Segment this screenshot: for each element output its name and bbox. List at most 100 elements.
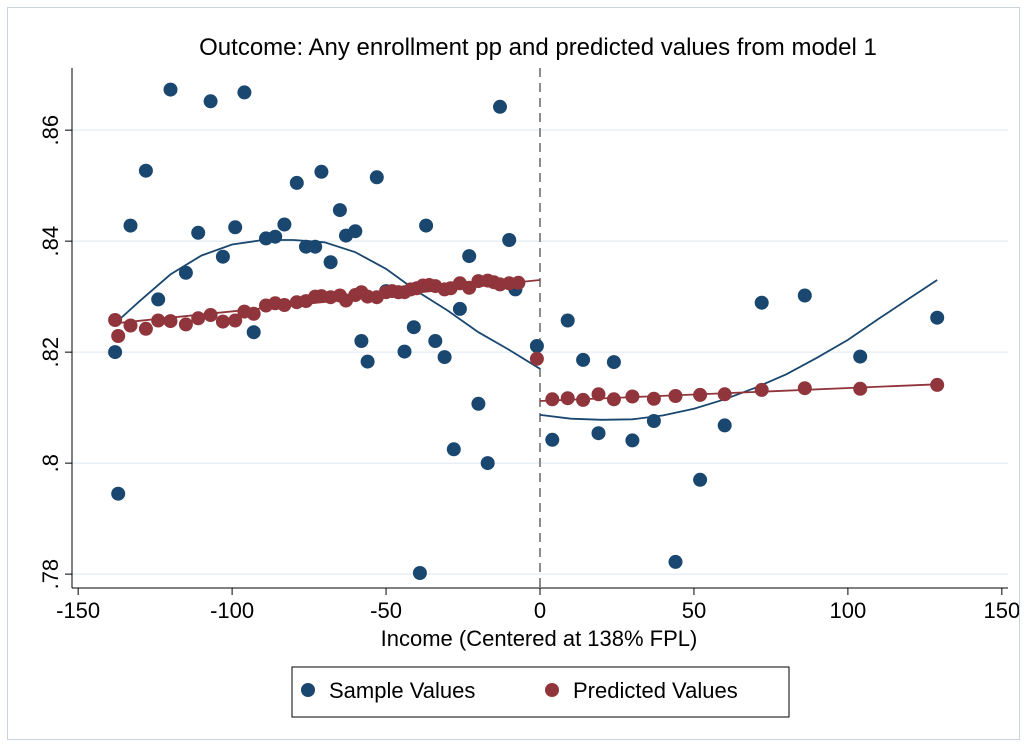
predicted-point [529, 351, 544, 366]
predicted-point [797, 381, 812, 396]
sample-point [717, 418, 732, 433]
sample-point [323, 255, 338, 270]
y-tick-label: .84 [38, 226, 63, 257]
legend-box [291, 666, 790, 718]
predicted-point [191, 311, 206, 326]
sample-point [693, 472, 708, 487]
sample-point [151, 292, 166, 307]
predicted-point [576, 392, 591, 407]
predicted-point [754, 382, 769, 397]
x-tick-label: -50 [370, 598, 402, 623]
predicted-point [717, 387, 732, 402]
sample-point [412, 566, 427, 580]
legend-marker-sample [301, 683, 315, 697]
predicted-point [111, 329, 126, 343]
sample-point [138, 163, 153, 178]
sample-point [111, 486, 126, 501]
legend-label-sample: Sample Values [329, 678, 475, 703]
sample-point [268, 229, 283, 244]
scatter-chart: Outcome: Any enrollment pp and predicted… [38, 34, 1020, 718]
sample-point [493, 99, 507, 114]
y-tick-label: .78 [38, 559, 63, 590]
sample-point [406, 320, 421, 335]
predicted-point [108, 313, 123, 327]
sample-point [360, 354, 375, 369]
sample-point [668, 554, 683, 569]
sample-point [428, 334, 443, 348]
predicted-point [668, 389, 683, 403]
sample-point [215, 249, 230, 264]
sample-point [191, 225, 206, 240]
sample-point [437, 350, 452, 365]
x-tick-label: 50 [682, 598, 706, 623]
sample-point [606, 355, 621, 370]
sample-point [754, 295, 769, 310]
sample-point [277, 217, 292, 232]
legend-label-predicted: Predicted Values [573, 678, 738, 703]
predicted-point [138, 321, 153, 336]
y-tick-label: .8 [38, 454, 63, 472]
sample-point [797, 288, 812, 303]
predicted-point [163, 314, 178, 329]
sample-point [237, 85, 252, 100]
sample-point [471, 396, 486, 411]
y-tick-label: .86 [38, 115, 63, 146]
predicted-point [693, 387, 708, 402]
fit-line-right [539, 383, 938, 402]
fit-lines [114, 239, 938, 421]
sample-point [246, 325, 261, 340]
sample-point [452, 301, 467, 316]
predicted-point [606, 392, 621, 407]
predicted-point [151, 313, 166, 328]
sample-point [308, 239, 323, 254]
data-points [108, 82, 945, 580]
predicted-point [246, 306, 261, 321]
y-tick-label: .82 [38, 337, 63, 368]
predicted-point [277, 298, 292, 312]
sample-point [203, 94, 218, 109]
predicted-point [560, 391, 575, 406]
sample-point [560, 313, 575, 328]
sample-point [178, 265, 193, 280]
sample-point [545, 432, 560, 447]
sample-point [446, 442, 461, 457]
sample-point [332, 203, 347, 218]
predicted-point [511, 275, 526, 290]
sample-point [289, 175, 304, 190]
sample-point [228, 220, 243, 235]
sample-point [591, 426, 606, 441]
sample-point [108, 345, 123, 360]
sample-point [853, 349, 868, 364]
sample-point [354, 334, 369, 348]
sample-point [480, 456, 495, 471]
sample-point [397, 344, 412, 359]
sample-point [646, 414, 661, 428]
predicted-point [178, 317, 193, 332]
x-tick-label: -100 [210, 598, 254, 623]
predicted-point [215, 314, 230, 329]
predicted-point [853, 381, 868, 396]
chart-title: Outcome: Any enrollment pp and predicted… [199, 34, 877, 61]
legend: Sample Values Predicted Values [291, 666, 790, 718]
sample-point [930, 310, 945, 325]
predicted-point [930, 377, 945, 392]
x-tick-label: -150 [56, 598, 100, 623]
sample-point [369, 170, 384, 185]
x-tick-label: 0 [534, 598, 546, 623]
predicted-point [203, 308, 218, 322]
legend-marker-predicted [545, 683, 559, 697]
predicted-point [646, 391, 661, 406]
sample-point [419, 218, 434, 233]
axes: .78 .8 .82 .84 .86 -150 -100 -50 0 50 100 150 [38, 68, 1020, 623]
x-tick-label: 150 [983, 598, 1019, 623]
predicted-point [228, 313, 243, 328]
predicted-point [625, 389, 640, 404]
x-tick-label: 100 [830, 598, 867, 623]
fit-line-right [539, 279, 938, 421]
sample-point [123, 218, 138, 233]
sample-point [348, 224, 363, 239]
sample-point [314, 164, 329, 179]
sample-point [462, 249, 477, 264]
sample-point [625, 433, 640, 448]
sample-point [576, 352, 591, 367]
